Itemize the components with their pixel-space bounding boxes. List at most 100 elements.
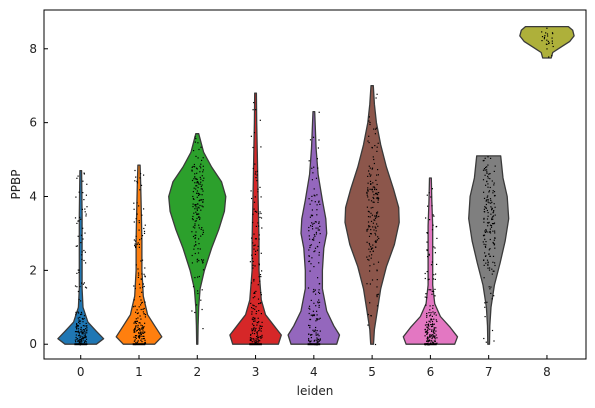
data-point	[544, 35, 546, 37]
data-point	[144, 301, 146, 303]
data-point	[313, 340, 315, 342]
data-point	[317, 246, 319, 248]
data-point	[77, 330, 80, 332]
data-point	[139, 335, 141, 337]
data-point	[432, 323, 434, 325]
data-point	[86, 343, 88, 345]
data-point	[201, 289, 203, 291]
data-point	[142, 283, 144, 285]
data-point	[78, 331, 80, 333]
points-4	[307, 111, 321, 346]
data-point	[373, 162, 375, 165]
data-point	[251, 318, 253, 320]
data-point	[493, 295, 495, 297]
data-point	[134, 335, 137, 337]
data-point	[492, 190, 494, 192]
data-point	[143, 326, 145, 328]
data-point	[194, 311, 196, 314]
data-point	[426, 194, 428, 196]
data-point	[254, 320, 256, 322]
data-point	[192, 206, 194, 208]
data-point	[491, 298, 493, 300]
data-point	[426, 316, 428, 318]
data-point	[79, 336, 81, 338]
data-point	[194, 166, 196, 168]
data-point	[82, 192, 84, 194]
data-point	[138, 322, 140, 324]
data-point	[308, 333, 310, 335]
data-point	[195, 178, 197, 180]
data-point	[551, 32, 554, 34]
data-point	[315, 233, 317, 235]
data-point	[436, 263, 438, 265]
data-point	[202, 259, 205, 261]
data-point	[251, 257, 254, 259]
data-point	[370, 212, 372, 214]
data-point	[260, 292, 262, 294]
data-point	[138, 229, 140, 231]
data-point	[196, 304, 198, 306]
data-point	[75, 245, 77, 247]
data-point	[377, 293, 379, 295]
data-point	[483, 259, 485, 261]
data-point	[431, 229, 434, 231]
data-point	[489, 224, 492, 226]
data-point	[140, 333, 142, 336]
violin-0	[57, 170, 105, 345]
data-point	[488, 253, 490, 255]
data-point	[257, 336, 259, 339]
data-point	[435, 330, 437, 332]
data-point	[133, 239, 135, 241]
data-point	[77, 269, 79, 271]
data-point	[318, 221, 320, 223]
data-point	[250, 333, 252, 336]
data-point	[316, 340, 318, 342]
data-point	[253, 305, 255, 307]
data-point	[136, 309, 138, 311]
data-point	[192, 215, 194, 218]
data-point	[430, 342, 432, 344]
data-point	[261, 227, 263, 229]
data-point	[428, 253, 430, 255]
data-point	[318, 283, 320, 285]
data-point	[253, 233, 255, 235]
data-point	[486, 172, 488, 174]
data-point	[202, 190, 204, 192]
data-point	[193, 212, 195, 214]
data-point	[376, 305, 379, 307]
data-point	[491, 223, 494, 225]
data-point	[368, 248, 370, 250]
data-point	[144, 339, 146, 341]
data-point	[78, 191, 80, 193]
data-point	[315, 293, 317, 295]
data-point	[369, 216, 371, 218]
data-point	[486, 259, 489, 261]
data-point	[200, 188, 202, 190]
data-point	[311, 179, 313, 181]
data-point	[202, 171, 204, 173]
data-point	[308, 305, 311, 307]
data-point	[367, 187, 369, 189]
data-point	[487, 225, 489, 227]
data-point	[432, 305, 434, 307]
data-point	[191, 310, 193, 312]
data-point	[84, 211, 86, 213]
data-point	[137, 242, 139, 244]
data-point	[259, 211, 261, 213]
data-point	[312, 136, 315, 138]
data-point	[250, 337, 252, 339]
data-point	[483, 337, 485, 340]
data-point	[200, 235, 202, 237]
data-point	[198, 227, 200, 229]
data-point	[134, 336, 137, 338]
data-point	[366, 229, 368, 231]
data-point	[483, 221, 485, 223]
data-point	[143, 307, 145, 310]
data-point	[83, 172, 85, 174]
data-point	[318, 254, 320, 256]
data-point	[316, 310, 318, 312]
data-point	[317, 333, 319, 335]
data-point	[490, 157, 492, 159]
data-point	[200, 146, 202, 148]
data-point	[254, 329, 256, 331]
